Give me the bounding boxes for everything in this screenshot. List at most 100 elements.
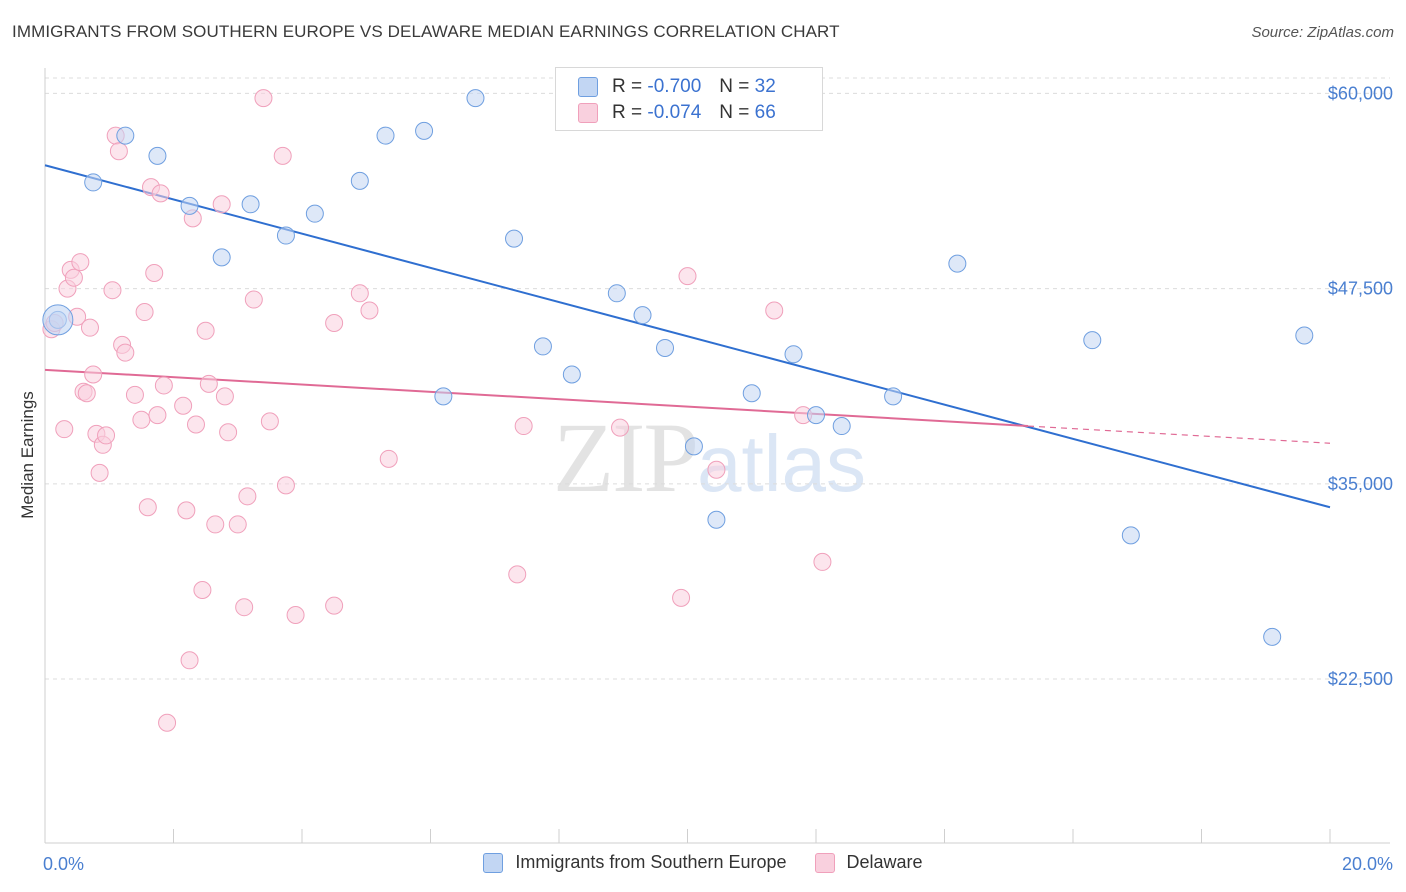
y-tick-label: $47,500 [1328,279,1393,299]
data-point [415,121,434,140]
pink-swatch [814,852,835,873]
legend-label: Delaware [846,852,923,872]
data-point [186,415,205,434]
data-point [77,384,96,403]
data-point [707,460,726,479]
grid-lines [45,77,1390,680]
r-value: -0.074 [647,102,702,123]
y-tick-label: $22,500 [1328,669,1393,689]
data-points [42,89,1314,732]
data-point [466,89,485,108]
data-point [611,418,630,437]
data-point [64,268,83,287]
data-point [813,552,832,571]
data-point [832,417,851,436]
data-point [55,420,74,439]
pink-swatch [578,103,598,123]
stats-row-blue: R = -0.700 N = 32 [578,75,776,99]
data-point [84,173,103,192]
data-point [1263,627,1282,646]
x-tick-label: 20.0% [1342,854,1393,874]
data-point [177,501,196,520]
data-point [742,384,761,403]
data-point [193,581,212,600]
axes [44,68,1390,844]
data-point [360,301,379,320]
data-point [707,510,726,529]
data-point [672,588,691,607]
data-point [80,318,99,337]
data-point [132,410,151,429]
data-point [97,426,116,445]
r-label: R = [612,76,643,97]
data-point [276,476,295,495]
data-point [508,565,527,584]
data-point [228,515,247,534]
data-point [180,651,199,670]
data-point [678,267,697,286]
data-point [145,264,164,283]
data-point [148,406,167,425]
y-tick-label: $60,000 [1328,83,1393,103]
data-point [90,463,109,482]
data-point [562,365,581,384]
data-point [241,195,260,214]
n-label: N = [719,76,750,97]
data-point [533,337,552,356]
data-point [656,338,675,357]
r-label: R = [612,102,643,123]
data-point [174,396,193,415]
data-point [376,126,395,145]
data-point [151,184,170,203]
source-label: Source: ZipAtlas.com [1251,24,1394,41]
data-point [212,248,231,267]
data-point [138,498,157,517]
data-point [180,196,199,215]
data-point [884,387,903,406]
data-point-highlight [42,304,74,336]
y-tick-label: $35,000 [1328,474,1393,494]
data-point [784,345,803,364]
data-point [350,284,369,303]
n-label: N = [719,102,750,123]
data-point [276,226,295,245]
data-point [109,142,128,161]
trend-lines [44,164,1331,509]
data-point [212,195,231,214]
data-point [607,284,626,303]
data-point [305,204,324,223]
data-point [514,417,533,436]
legend-item-delaware[interactable]: Delaware [814,852,923,873]
n-value: 66 [754,102,776,123]
n-value: 32 [754,76,776,97]
data-point [1295,326,1314,345]
data-point [765,301,784,320]
data-point [633,306,652,325]
data-point [684,437,703,456]
legend-item-immigrants[interactable]: Immigrants from Southern Europe [483,852,787,873]
data-point [103,281,122,300]
data-point [148,146,167,165]
y-axis-title: Median Earnings [18,391,37,519]
data-point [235,598,254,617]
data-point [286,606,305,625]
data-point [260,412,279,431]
data-point [1083,331,1102,350]
stats-legend: R = -0.700 N = 32 R = -0.074 N = 66 [555,67,823,131]
data-point [199,374,218,393]
data-point [434,387,453,406]
stats-row-pink: R = -0.074 N = 66 [578,101,776,125]
blue-swatch [483,852,504,873]
data-point [350,171,369,190]
data-point [273,146,292,165]
trend-line-delaware-extension [1027,425,1331,444]
data-point [948,254,967,273]
data-point [1121,526,1140,545]
trend-line-immigrants [44,164,1331,509]
data-point [154,376,173,395]
data-point [244,290,263,309]
tick-labels: $22,500 $35,000 $47,500 $60,000 0.0% 20.0% Med… [18,83,1393,874]
watermark-zip: ZIP [553,402,699,513]
series-legend: Immigrants from Southern Europe Delaware [0,852,1406,873]
